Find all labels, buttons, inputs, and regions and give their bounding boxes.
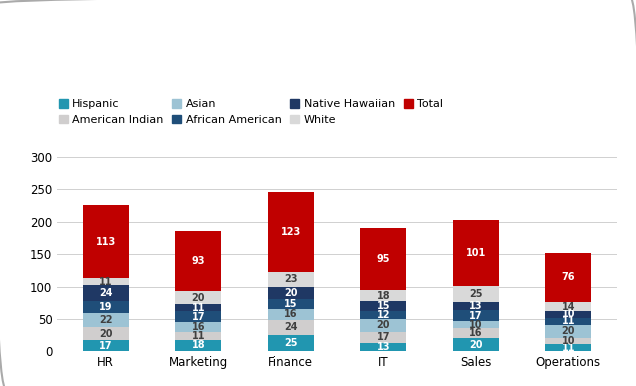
Text: # of Employees by Ethnicity - within Department: # of Employees by Ethnicity - within Dep… (89, 37, 547, 55)
Text: 13: 13 (469, 301, 483, 311)
Bar (453, 328, 499, 338)
Text: 20: 20 (562, 326, 575, 336)
Bar (360, 290, 406, 301)
Text: 17: 17 (377, 332, 390, 342)
Text: 20: 20 (377, 320, 390, 330)
Text: 12: 12 (377, 310, 390, 320)
Text: 93: 93 (191, 256, 205, 266)
Legend: Hispanic, American Indian, Asian, African American, Native Hawaiian, White, Tota: Hispanic, American Indian, Asian, Africa… (57, 97, 445, 127)
Bar (545, 318, 591, 325)
Bar (545, 338, 591, 344)
Bar (268, 335, 314, 351)
Text: 24: 24 (99, 288, 113, 298)
Bar (268, 320, 314, 335)
Text: 16: 16 (469, 328, 483, 338)
Bar (453, 302, 499, 310)
Text: 17: 17 (99, 341, 113, 351)
Bar (268, 192, 314, 272)
Bar (83, 313, 129, 327)
Bar (175, 311, 221, 322)
Bar (268, 286, 314, 300)
Bar (175, 340, 221, 351)
Text: 16: 16 (284, 309, 298, 319)
Text: 22: 22 (99, 315, 113, 325)
Bar (83, 205, 129, 278)
Bar (453, 310, 499, 322)
Text: 14: 14 (562, 301, 575, 312)
Text: 95: 95 (377, 254, 390, 264)
Bar (268, 309, 314, 320)
Bar (453, 338, 499, 351)
Bar (175, 231, 221, 291)
Text: 15: 15 (377, 301, 390, 311)
Bar (83, 285, 129, 301)
Bar (360, 311, 406, 319)
Bar (545, 311, 591, 318)
Text: 18: 18 (377, 291, 390, 301)
Text: 17: 17 (469, 311, 483, 321)
Bar (83, 327, 129, 340)
Text: 20: 20 (99, 329, 113, 339)
Text: 19: 19 (99, 302, 113, 312)
Bar (175, 332, 221, 340)
Bar (360, 343, 406, 351)
Text: 24: 24 (284, 322, 298, 332)
Text: 10: 10 (562, 309, 575, 319)
Text: 10: 10 (469, 320, 483, 330)
Text: 20: 20 (284, 288, 298, 298)
Bar (268, 272, 314, 286)
Text: 15: 15 (284, 299, 298, 309)
Text: 20: 20 (191, 293, 205, 303)
Bar (545, 344, 591, 351)
Bar (268, 300, 314, 309)
Text: 11: 11 (191, 303, 205, 313)
Text: 23: 23 (284, 274, 298, 284)
Text: 101: 101 (466, 248, 486, 258)
Text: 11: 11 (99, 277, 113, 287)
Text: 13: 13 (377, 342, 390, 352)
Bar (545, 302, 591, 311)
Bar (545, 253, 591, 302)
Bar (175, 304, 221, 311)
Text: 113: 113 (95, 237, 116, 247)
Text: 11: 11 (191, 331, 205, 341)
Text: 25: 25 (469, 289, 483, 299)
Text: 20: 20 (469, 340, 483, 350)
Text: 18: 18 (191, 340, 205, 350)
Bar (360, 319, 406, 332)
Text: 25: 25 (284, 338, 298, 348)
Bar (175, 291, 221, 304)
Bar (83, 278, 129, 285)
Bar (175, 322, 221, 332)
Bar (83, 301, 129, 313)
Bar (453, 322, 499, 328)
Text: 11: 11 (562, 343, 575, 353)
Text: 10: 10 (562, 336, 575, 346)
Text: 17: 17 (191, 312, 205, 322)
Bar (360, 332, 406, 343)
Text: 76: 76 (562, 273, 575, 283)
Bar (360, 301, 406, 311)
Bar (360, 228, 406, 290)
Bar (453, 220, 499, 286)
Text: 11: 11 (562, 316, 575, 326)
Bar (545, 325, 591, 338)
Text: 16: 16 (191, 322, 205, 332)
Bar (453, 286, 499, 302)
Text: 123: 123 (280, 227, 301, 237)
Bar (83, 340, 129, 351)
